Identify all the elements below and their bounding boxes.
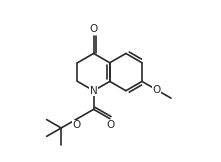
Text: O: O bbox=[90, 24, 98, 35]
Text: N: N bbox=[90, 86, 97, 96]
Text: O: O bbox=[152, 85, 161, 95]
Text: O: O bbox=[107, 120, 115, 130]
Text: O: O bbox=[72, 120, 81, 130]
